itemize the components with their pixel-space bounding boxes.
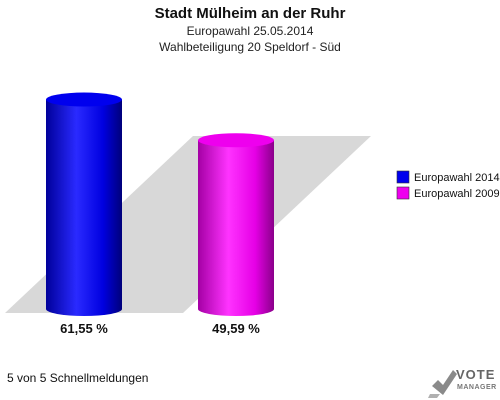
legend-label: Europawahl 2009 [414,188,500,200]
legend-label: Europawahl 2014 [414,172,500,184]
bar-top-cap [46,92,122,107]
legend-swatch [396,170,410,184]
value-label: 49,59 % [212,321,260,336]
bar-body [46,99,122,316]
chart-title: Stadt Mülheim an der Ruhr [154,5,346,22]
vote-manager-logo-icon [428,370,457,398]
bar-europawahl-2014 [46,92,122,316]
vote-manager-logo: VOTE MANAGER [428,364,498,398]
footer-text: 5 von 5 Schnellmeldungen [7,371,149,385]
legend-item: Europawahl 2014 [396,170,500,184]
bar-body [198,140,274,316]
legend: Europawahl 2014 Europawahl 2009 [396,170,500,200]
logo-text-vote: VOTE [456,367,496,382]
chart-subtitle-district: Wahlbeteiligung 20 Speldorf - Süd [159,40,341,54]
bar-top-cap [198,133,274,148]
legend-item: Europawahl 2009 [396,186,500,200]
legend-swatch [396,186,410,200]
chart-subtitle-election: Europawahl 25.05.2014 [186,24,314,38]
value-labels-group: 61,55 % 49,59 % [60,321,260,336]
value-label: 61,55 % [60,321,108,336]
bar-europawahl-2009 [198,133,274,316]
bars-group [46,92,274,316]
logo-text-manager: MANAGER [457,384,497,391]
